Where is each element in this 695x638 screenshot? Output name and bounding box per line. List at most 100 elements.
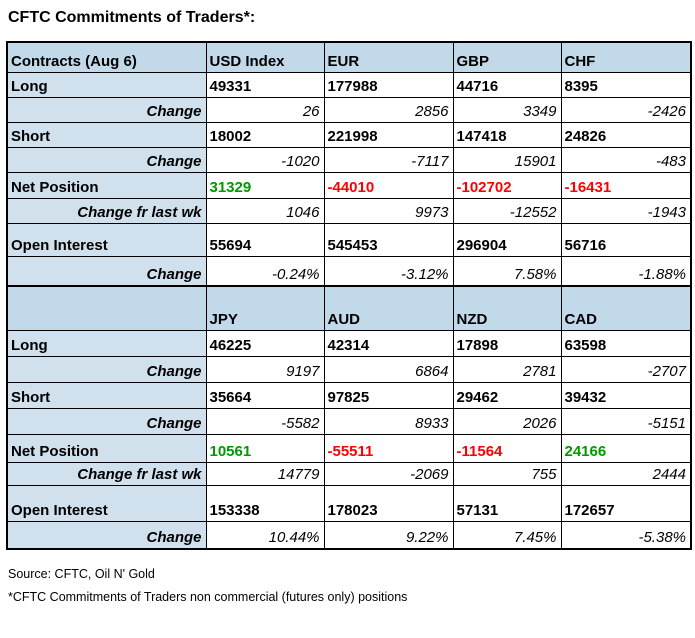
column-header-gbp: GBP xyxy=(452,41,562,73)
cell-value: 545453 xyxy=(323,222,454,257)
cell-value: 63598 xyxy=(560,329,692,357)
row-label: Open Interest xyxy=(6,484,207,522)
cell-value: 2781 xyxy=(452,355,562,383)
column-header-contracts: Contracts (Aug 6) xyxy=(6,41,207,73)
row-label: Net Position xyxy=(6,433,207,463)
table-section-majors: Contracts (Aug 6) USD Index EUR GBP CHF … xyxy=(6,41,692,287)
cell-value: -3.12% xyxy=(323,255,454,287)
row-label: Open Interest xyxy=(6,222,207,257)
row-label: Net Position xyxy=(6,171,207,199)
row-label: Long xyxy=(6,71,207,98)
cell-value: 221998 xyxy=(323,121,454,148)
cell-value: -0.24% xyxy=(205,255,325,287)
cell-value: 26 xyxy=(205,96,325,123)
column-header-nzd: NZD xyxy=(452,285,562,331)
cell-value: 3349 xyxy=(452,96,562,123)
row-label: Change xyxy=(6,520,207,550)
cell-value: 9.22% xyxy=(323,520,454,550)
cell-value: -1.88% xyxy=(560,255,692,287)
source-note: Source: CFTC, Oil N' Gold xyxy=(8,567,155,581)
row-label: Long xyxy=(6,329,207,357)
column-header-usd-index: USD Index xyxy=(205,41,325,73)
cot-table: Contracts (Aug 6) USD Index EUR GBP CHF … xyxy=(6,41,692,550)
table-row-open-interest: Open Interest 55694 545453 296904 56716 xyxy=(6,222,692,257)
cell-value: 147418 xyxy=(452,121,562,148)
row-label: Change xyxy=(6,355,207,383)
page-title: CFTC Commitments of Traders*: xyxy=(8,9,256,26)
cell-value: -1020 xyxy=(205,146,325,173)
cell-value: 296904 xyxy=(452,222,562,257)
table-row-short: Short 35664 97825 29462 39432 xyxy=(6,381,692,409)
cell-value: 44716 xyxy=(452,71,562,98)
row-label: Change xyxy=(6,255,207,287)
cell-value: 9973 xyxy=(323,197,454,224)
table-row-net-change-week: Change fr last wk 1046 9973 -12552 -1943 xyxy=(6,197,692,224)
table-row-long: Long 46225 42314 17898 63598 xyxy=(6,329,692,357)
table-section-other-currencies: JPY AUD NZD CAD Long 46225 42314 17898 6… xyxy=(6,285,692,550)
cell-value: 6864 xyxy=(323,355,454,383)
cell-value: 17898 xyxy=(452,329,562,357)
table-row-open-interest-change: Change 10.44% 9.22% 7.45% -5.38% xyxy=(6,520,692,550)
row-label: Change fr last wk xyxy=(6,461,207,486)
footnote: *CFTC Commitments of Traders non commerc… xyxy=(8,590,408,604)
row-label: Change xyxy=(6,407,207,435)
cell-value: 9197 xyxy=(205,355,325,383)
cell-value: 2444 xyxy=(560,461,692,486)
cell-value: -5151 xyxy=(560,407,692,435)
cell-value: 15901 xyxy=(452,146,562,173)
cell-value: 178023 xyxy=(323,484,454,522)
cell-value: 7.58% xyxy=(452,255,562,287)
column-header-aud: AUD xyxy=(323,285,454,331)
cell-value: -5582 xyxy=(205,407,325,435)
cell-value: 8395 xyxy=(560,71,692,98)
cell-value: 8933 xyxy=(323,407,454,435)
cell-value: 97825 xyxy=(323,381,454,409)
row-label: Change fr last wk xyxy=(6,197,207,224)
cell-value: -5.38% xyxy=(560,520,692,550)
cell-value: 39432 xyxy=(560,381,692,409)
table-header-row: JPY AUD NZD CAD xyxy=(6,285,692,331)
cell-value: 55694 xyxy=(205,222,325,257)
footer: Source: CFTC, Oil N' Gold *CFTC Commitme… xyxy=(8,567,695,604)
cell-value: -2707 xyxy=(560,355,692,383)
cell-value: 57131 xyxy=(452,484,562,522)
table-row-short: Short 18002 221998 147418 24826 xyxy=(6,121,692,148)
cell-value: 18002 xyxy=(205,121,325,148)
table-row-open-interest-change: Change -0.24% -3.12% 7.58% -1.88% xyxy=(6,255,692,287)
cell-value: -483 xyxy=(560,146,692,173)
row-label: Change xyxy=(6,146,207,173)
table-row-short-change: Change -5582 8933 2026 -5151 xyxy=(6,407,692,435)
column-header-jpy: JPY xyxy=(205,285,325,331)
cell-value: -2069 xyxy=(323,461,454,486)
cell-value: -12552 xyxy=(452,197,562,224)
cell-value: 2026 xyxy=(452,407,562,435)
column-header-cad: CAD xyxy=(560,285,692,331)
cell-value: 172657 xyxy=(560,484,692,522)
cell-value: 42314 xyxy=(323,329,454,357)
cell-value: 56716 xyxy=(560,222,692,257)
table-row-long-change: Change 9197 6864 2781 -2707 xyxy=(6,355,692,383)
cell-value: 29462 xyxy=(452,381,562,409)
table-header-row: Contracts (Aug 6) USD Index EUR GBP CHF xyxy=(6,41,692,73)
cell-value: -7117 xyxy=(323,146,454,173)
cell-net-value: -102702 xyxy=(452,171,562,199)
table-row-long-change: Change 26 2856 3349 -2426 xyxy=(6,96,692,123)
cell-value: 24826 xyxy=(560,121,692,148)
cell-value: 2856 xyxy=(323,96,454,123)
cell-net-value: 24166 xyxy=(560,433,692,463)
table-row-net-position: Net Position 10561 -55511 -11564 24166 xyxy=(6,433,692,463)
table-row-net-change-week: Change fr last wk 14779 -2069 755 2444 xyxy=(6,461,692,486)
cell-value: 14779 xyxy=(205,461,325,486)
row-label: Short xyxy=(6,121,207,148)
cell-value: 153338 xyxy=(205,484,325,522)
column-header-chf: CHF xyxy=(560,41,692,73)
cell-value: 35664 xyxy=(205,381,325,409)
cell-net-value: 31329 xyxy=(205,171,325,199)
cell-value: -1943 xyxy=(560,197,692,224)
cell-value: 1046 xyxy=(205,197,325,224)
cell-value: 177988 xyxy=(323,71,454,98)
row-label: Short xyxy=(6,381,207,409)
cell-value: 755 xyxy=(452,461,562,486)
cell-net-value: -44010 xyxy=(323,171,454,199)
table-row-net-position: Net Position 31329 -44010 -102702 -16431 xyxy=(6,171,692,199)
